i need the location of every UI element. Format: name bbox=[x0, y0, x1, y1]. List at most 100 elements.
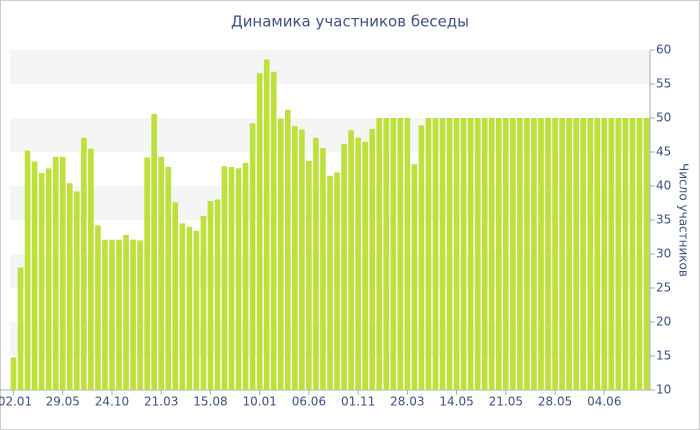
bar bbox=[306, 160, 312, 390]
bar bbox=[552, 118, 558, 390]
bar bbox=[594, 118, 601, 390]
bar bbox=[446, 118, 453, 390]
y-tick-label: 20 bbox=[656, 315, 671, 329]
y-tick-label: 50 bbox=[656, 111, 671, 125]
bar bbox=[88, 148, 94, 390]
bar bbox=[284, 109, 291, 390]
bar bbox=[453, 118, 460, 390]
x-tick-label: 10.01 bbox=[242, 395, 276, 409]
x-tick-label: 29.05 bbox=[46, 395, 80, 409]
bar bbox=[59, 156, 66, 390]
bar bbox=[488, 118, 495, 390]
bar bbox=[186, 226, 193, 390]
x-tick-label: 28.05 bbox=[538, 395, 572, 409]
y-tick-label: 10 bbox=[656, 383, 671, 397]
bar bbox=[383, 118, 390, 390]
bar bbox=[517, 118, 523, 390]
bar bbox=[481, 118, 488, 390]
bar bbox=[355, 137, 361, 390]
bar bbox=[137, 240, 143, 390]
x-tick-label: 01.11 bbox=[341, 395, 375, 409]
bar bbox=[545, 118, 551, 390]
bar bbox=[214, 199, 221, 390]
bar bbox=[207, 200, 214, 390]
y-axis-label: Число участников bbox=[677, 163, 691, 277]
bar bbox=[503, 118, 509, 390]
bar bbox=[313, 137, 319, 390]
bar bbox=[270, 71, 277, 390]
bar bbox=[425, 118, 432, 390]
x-tick-label: 21.05 bbox=[489, 395, 523, 409]
bar bbox=[200, 215, 207, 390]
bar bbox=[221, 166, 228, 390]
bar bbox=[390, 118, 397, 390]
y-tick-label: 30 bbox=[656, 247, 671, 261]
bar bbox=[81, 137, 87, 390]
x-tick-label: 06.06 bbox=[292, 395, 326, 409]
bar bbox=[418, 125, 425, 390]
bar bbox=[362, 141, 368, 390]
bar bbox=[341, 143, 347, 390]
bar bbox=[256, 73, 263, 391]
bar bbox=[587, 118, 594, 390]
bar bbox=[629, 118, 636, 390]
bar bbox=[242, 162, 249, 390]
x-tick-label: 28.03 bbox=[390, 395, 424, 409]
y-tick-label: 40 bbox=[656, 179, 671, 193]
bar bbox=[235, 168, 242, 390]
bar bbox=[31, 161, 38, 390]
bar bbox=[601, 118, 608, 390]
bar bbox=[74, 191, 80, 390]
bar bbox=[327, 175, 333, 390]
bar bbox=[17, 267, 24, 390]
bar bbox=[158, 156, 165, 390]
bar bbox=[580, 118, 586, 390]
x-tick-label: 15.08 bbox=[193, 395, 227, 409]
y-tick-label: 45 bbox=[656, 145, 671, 159]
bar bbox=[10, 357, 17, 390]
bar bbox=[460, 118, 467, 390]
bar bbox=[495, 118, 502, 390]
bar bbox=[566, 118, 572, 390]
bar bbox=[636, 118, 643, 390]
x-tick-label: 21.03 bbox=[144, 395, 178, 409]
bar bbox=[123, 234, 129, 390]
x-tick-label: 04.06 bbox=[587, 395, 621, 409]
bar bbox=[277, 118, 284, 391]
chart-title: Динамика участников беседы bbox=[231, 13, 469, 31]
bar bbox=[66, 183, 73, 390]
bar bbox=[573, 118, 579, 390]
y-tick-label: 55 bbox=[656, 77, 671, 91]
bar bbox=[348, 130, 354, 391]
bar bbox=[432, 118, 439, 390]
grid-band bbox=[10, 50, 650, 84]
y-tick-label: 15 bbox=[656, 349, 671, 363]
bar bbox=[622, 118, 629, 390]
y-tick-label: 35 bbox=[656, 213, 671, 227]
bar bbox=[249, 123, 256, 390]
bar bbox=[376, 118, 383, 390]
bar bbox=[369, 128, 376, 390]
bar bbox=[608, 118, 615, 390]
bar bbox=[179, 223, 186, 390]
bar bbox=[439, 118, 446, 390]
bar bbox=[510, 118, 516, 390]
bar bbox=[559, 118, 565, 390]
bar bbox=[292, 126, 298, 390]
bar bbox=[228, 166, 235, 390]
bar bbox=[193, 230, 200, 390]
x-tick-label: 24.10 bbox=[95, 395, 129, 409]
bar bbox=[116, 239, 122, 390]
bar bbox=[531, 118, 537, 390]
bar bbox=[144, 157, 150, 390]
bar bbox=[109, 239, 115, 390]
bar bbox=[95, 225, 101, 390]
bar bbox=[404, 118, 411, 390]
bar bbox=[130, 239, 136, 390]
x-tick-label: 02.01 bbox=[0, 395, 32, 409]
bar bbox=[334, 172, 340, 390]
bar bbox=[52, 156, 59, 390]
bar bbox=[102, 239, 108, 390]
bar bbox=[538, 118, 544, 390]
